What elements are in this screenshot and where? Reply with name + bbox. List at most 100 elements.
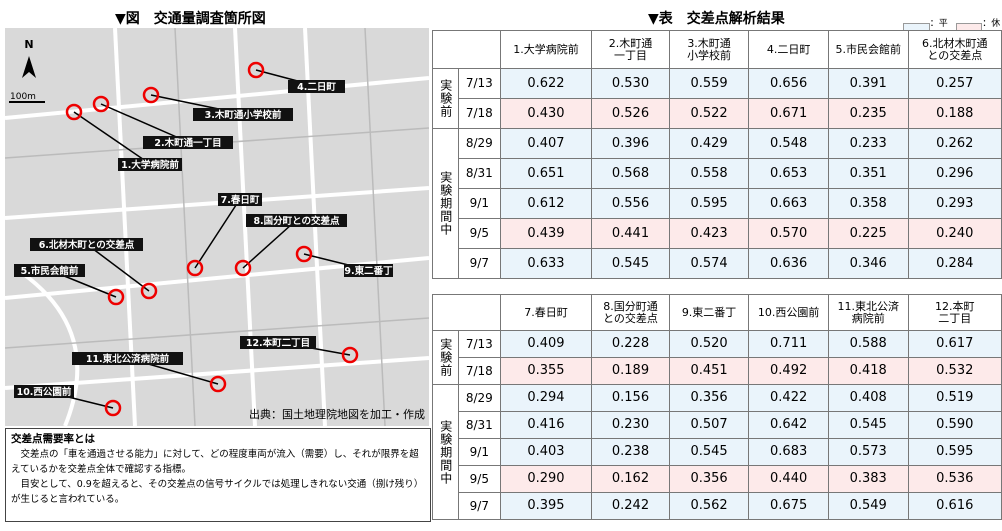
value-cell: 0.240	[908, 219, 1001, 249]
column-header: 11.東北公済病院前	[828, 295, 908, 331]
value-cell: 0.290	[500, 466, 591, 493]
value-cell: 0.590	[908, 412, 1001, 439]
value-cell: 0.568	[592, 159, 670, 189]
location-label: 10.西公園前	[17, 386, 72, 398]
value-cell: 0.451	[669, 358, 749, 385]
value-cell: 0.225	[828, 219, 908, 249]
location-label: 7.春日町	[221, 194, 260, 206]
value-cell: 0.675	[749, 493, 829, 520]
location-label: 3.木町通小学校前	[205, 109, 282, 121]
value-cell: 0.356	[669, 466, 749, 493]
value-cell: 0.522	[669, 99, 749, 129]
date-cell: 7/18	[458, 99, 500, 129]
value-cell: 0.651	[500, 159, 591, 189]
date-cell: 7/13	[458, 69, 500, 99]
value-cell: 0.257	[908, 69, 1001, 99]
value-cell: 0.395	[500, 493, 591, 520]
value-cell: 0.612	[500, 189, 591, 219]
value-cell: 0.294	[500, 385, 591, 412]
value-cell: 0.588	[828, 331, 908, 358]
data-row: 7/180.4300.5260.5220.6710.2350.188	[433, 99, 1002, 129]
value-cell: 0.636	[749, 249, 829, 279]
value-cell: 0.558	[669, 159, 749, 189]
value-cell: 0.429	[669, 129, 749, 159]
value-cell: 0.492	[749, 358, 829, 385]
value-cell: 0.189	[592, 358, 670, 385]
value-cell: 0.545	[592, 249, 670, 279]
value-cell: 0.711	[749, 331, 829, 358]
value-cell: 0.536	[908, 466, 1001, 493]
value-cell: 0.520	[669, 331, 749, 358]
value-cell: 0.633	[500, 249, 591, 279]
value-cell: 0.545	[669, 439, 749, 466]
header-text: 4.二日町	[767, 43, 811, 56]
date-cell: 9/7	[458, 249, 500, 279]
value-cell: 0.416	[500, 412, 591, 439]
note-paragraph: 目安として、0.9を超えると、その交差点の信号サイクルでは処理しきれない交通（捌…	[11, 477, 425, 507]
note: 交差点需要率とは 交差点の「車を通過させる能力」に対して、どの程度車両が流入（需…	[5, 428, 431, 522]
value-cell: 0.162	[592, 466, 670, 493]
header-text: との交差点	[927, 49, 982, 62]
location-label: 6.北材木町との交差点	[39, 239, 135, 251]
map: N 100m 1.大学病院前2.木町通一丁目3.木町通小学校前4.二日町5.市民…	[5, 28, 429, 426]
scale: 100m	[10, 92, 36, 102]
value-cell: 0.403	[500, 439, 591, 466]
value-cell: 0.383	[828, 466, 908, 493]
value-cell: 0.653	[749, 159, 829, 189]
value-cell: 0.617	[908, 331, 1001, 358]
column-header: 5.市民会館前	[828, 31, 908, 69]
value-cell: 0.616	[908, 493, 1001, 520]
value-cell: 0.573	[828, 439, 908, 466]
value-cell: 0.407	[500, 129, 591, 159]
value-cell: 0.238	[592, 439, 670, 466]
header-text: 10.西公園前	[758, 306, 820, 319]
header-text: との交差点	[603, 312, 658, 325]
value-cell: 0.423	[669, 219, 749, 249]
value-cell: 0.391	[828, 69, 908, 99]
note-title: 交差点需要率とは	[11, 432, 425, 447]
location-label: 5.市民会館前	[21, 265, 79, 277]
data-table: 1.大学病院前2.木町通一丁目3.木町通小学校前4.二日町5.市民会館前6.北材…	[432, 30, 1002, 279]
group-label: 実験前	[433, 331, 459, 385]
value-cell: 0.507	[669, 412, 749, 439]
value-cell: 0.358	[828, 189, 908, 219]
value-cell: 0.526	[592, 99, 670, 129]
column-header: 12.本町二丁目	[908, 295, 1001, 331]
date-cell: 9/5	[458, 466, 500, 493]
value-cell: 0.409	[500, 331, 591, 358]
column-header: 8.国分町通との交差点	[592, 295, 670, 331]
value-cell: 0.642	[749, 412, 829, 439]
value-cell: 0.418	[828, 358, 908, 385]
value-cell: 0.439	[500, 219, 591, 249]
data-row: 9/10.4030.2380.5450.6830.5730.595	[433, 439, 1002, 466]
value-cell: 0.228	[592, 331, 670, 358]
corner	[433, 31, 501, 69]
value-cell: 0.559	[669, 69, 749, 99]
location-label: 11.東北公済病院前	[86, 353, 170, 365]
corner	[433, 295, 501, 331]
value-cell: 0.233	[828, 129, 908, 159]
value-cell: 0.545	[828, 412, 908, 439]
location-label: 1.大学病院前	[121, 159, 179, 171]
header-text: 二丁目	[938, 312, 971, 325]
column-header: 6.北材木町通との交差点	[908, 31, 1001, 69]
location-label: 2.木町通一丁目	[154, 137, 221, 149]
value-cell: 0.656	[749, 69, 829, 99]
value-cell: 0.548	[749, 129, 829, 159]
value-cell: 0.430	[500, 99, 591, 129]
map-bg	[5, 28, 429, 426]
group-label: 実験期間中	[433, 385, 459, 520]
note-paragraph: 交差点の「車を通過させる能力」に対して、どの程度車両が流入（需要）し、それが限界…	[11, 447, 425, 477]
value-cell: 0.293	[908, 189, 1001, 219]
value-cell: 0.346	[828, 249, 908, 279]
north: N	[24, 38, 33, 51]
value-cell: 0.408	[828, 385, 908, 412]
value-cell: 0.351	[828, 159, 908, 189]
